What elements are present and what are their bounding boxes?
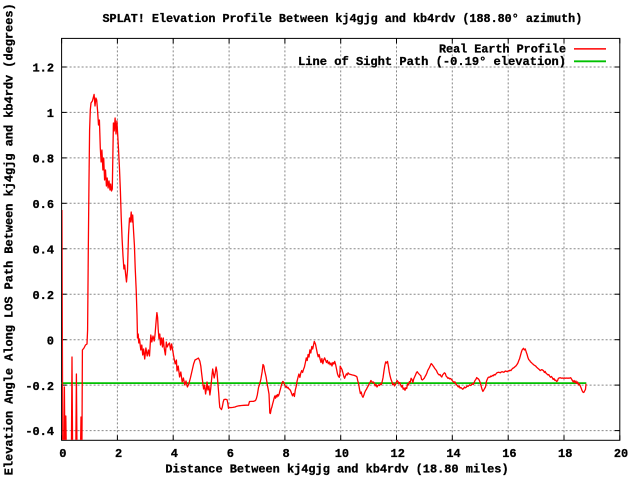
svg-text:12: 12 [391, 447, 405, 461]
svg-text:0.2: 0.2 [33, 289, 55, 303]
svg-text:16: 16 [502, 447, 516, 461]
svg-text:0: 0 [59, 447, 66, 461]
svg-text:SPLAT! Elevation Profile Betwe: SPLAT! Elevation Profile Between kj4gjg … [103, 12, 583, 26]
svg-text:Distance Between kj4gjg and kb: Distance Between kj4gjg and kb4rdv (18.8… [165, 463, 508, 477]
svg-text:6: 6 [227, 447, 234, 461]
svg-text:0.4: 0.4 [33, 243, 55, 257]
svg-text:14: 14 [446, 447, 460, 461]
svg-text:0.6: 0.6 [33, 198, 55, 212]
svg-text:10: 10 [335, 447, 349, 461]
svg-text:20: 20 [614, 447, 628, 461]
svg-text:1.2: 1.2 [33, 62, 55, 76]
svg-text:18: 18 [558, 447, 572, 461]
svg-text:8: 8 [283, 447, 290, 461]
svg-text:Real Earth Profile: Real Earth Profile [439, 43, 566, 57]
svg-text:1: 1 [47, 107, 54, 121]
svg-text:Line of Sight Path (-0.19° ele: Line of Sight Path (-0.19° elevation) [298, 55, 566, 69]
svg-text:-0.4: -0.4 [25, 425, 54, 439]
svg-text:0.8: 0.8 [33, 153, 55, 167]
svg-text:2: 2 [115, 447, 122, 461]
svg-text:Elevation Angle Along LOS Path: Elevation Angle Along LOS Path Between k… [3, 3, 17, 475]
svg-text:0: 0 [47, 334, 54, 348]
svg-text:-0.2: -0.2 [25, 380, 54, 394]
svg-text:4: 4 [171, 447, 178, 461]
